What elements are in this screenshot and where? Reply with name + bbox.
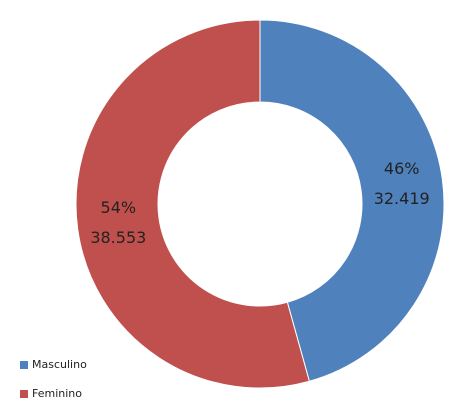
value-label: 38.553 bbox=[90, 228, 146, 247]
legend-swatch bbox=[20, 361, 28, 369]
legend-swatch bbox=[20, 390, 28, 398]
slice bbox=[259, 19, 445, 382]
percent-label: 46% bbox=[384, 159, 420, 178]
legend-label: Feminino bbox=[32, 387, 82, 400]
slice bbox=[75, 19, 310, 389]
percent-label: 54% bbox=[101, 198, 137, 217]
legend-label: Masculino bbox=[32, 358, 87, 371]
value-label: 32.419 bbox=[374, 189, 430, 208]
